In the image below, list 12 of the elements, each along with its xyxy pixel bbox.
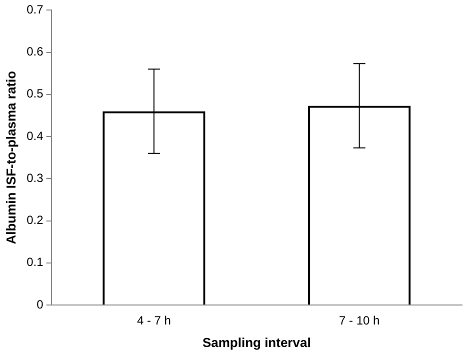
y-tick-label: 0.6 — [26, 44, 44, 59]
x-axis-title: Sampling interval — [202, 334, 311, 350]
y-tick-label: 0.2 — [26, 213, 44, 228]
y-tick-label: 0.4 — [26, 128, 44, 143]
y-tick-label: 0 — [36, 297, 44, 312]
y-axis-title: Albumin ISF-to-plasma ratio — [3, 70, 18, 244]
y-tick-label: 0.7 — [26, 2, 44, 17]
x-tick-label: 7 - 10 h — [338, 314, 380, 328]
y-tick-label: 0.1 — [26, 255, 44, 270]
x-tick-label: 4 - 7 h — [136, 314, 171, 328]
y-tick-label: 0.5 — [26, 86, 44, 101]
y-tick-label: 0.3 — [26, 170, 44, 185]
